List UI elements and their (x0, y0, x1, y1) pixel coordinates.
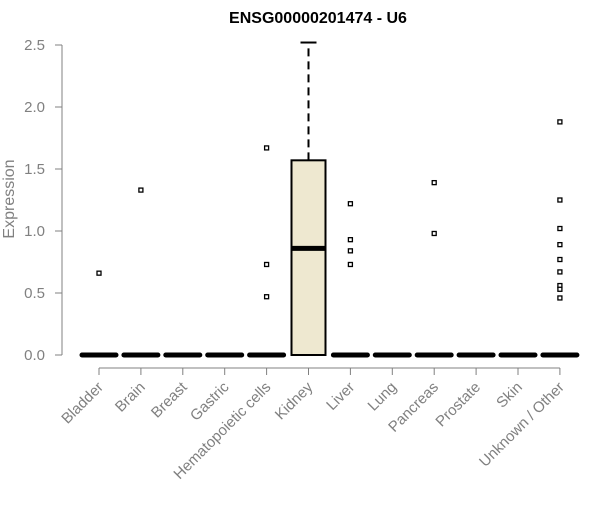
box-group (414, 179, 454, 358)
outlier-point (263, 294, 270, 300)
x-tick-label: Liver (323, 379, 358, 414)
box-series (79, 41, 580, 358)
outlier-point (557, 256, 563, 263)
outlier-point (347, 237, 354, 243)
outlier-point (347, 261, 354, 268)
box (290, 159, 327, 356)
y-tick-label: 1.5 (24, 161, 45, 178)
outlier-point (431, 179, 437, 186)
box-group (121, 187, 161, 358)
box-group (330, 201, 370, 358)
box-group (247, 145, 287, 358)
x-tick-label: Breast (148, 378, 191, 421)
outlier-point (138, 187, 144, 193)
box-group (290, 41, 327, 356)
outlier-point (557, 225, 563, 232)
box-group (540, 119, 580, 358)
outlier-point (431, 230, 437, 237)
outlier-point (557, 241, 563, 248)
outlier-point (557, 119, 563, 125)
y-axis: 0.0 0.5 1.0 1.5 2.0 2.5 (24, 37, 63, 364)
chart-title: ENSG00000201474 - U6 (229, 10, 407, 27)
y-tick-label: 0.5 (24, 285, 45, 302)
outlier-point (96, 270, 102, 276)
outlier-point (347, 248, 354, 254)
y-axis-label: Expression (1, 159, 18, 238)
x-tick-label: Bladder (58, 379, 107, 428)
outlier-point (557, 295, 563, 301)
x-tick-label: Kidney (272, 378, 317, 423)
x-tick-label: Prostate (432, 379, 484, 431)
outlier-point (557, 197, 563, 203)
y-tick-label: 0.0 (24, 347, 45, 364)
outlier-point (263, 145, 270, 151)
box-group (79, 270, 119, 358)
outlier-point (557, 269, 563, 275)
x-tick-label: Brain (112, 379, 149, 416)
outlier-point (263, 261, 270, 268)
x-tick-label: Lung (365, 379, 401, 415)
y-tick-label: 2.0 (24, 99, 45, 116)
outlier-point (557, 286, 563, 292)
y-tick-label: 2.5 (24, 37, 45, 54)
outlier-point (347, 201, 354, 207)
x-tick-label: Skin (493, 379, 526, 412)
y-tick-label: 1.0 (24, 223, 45, 240)
